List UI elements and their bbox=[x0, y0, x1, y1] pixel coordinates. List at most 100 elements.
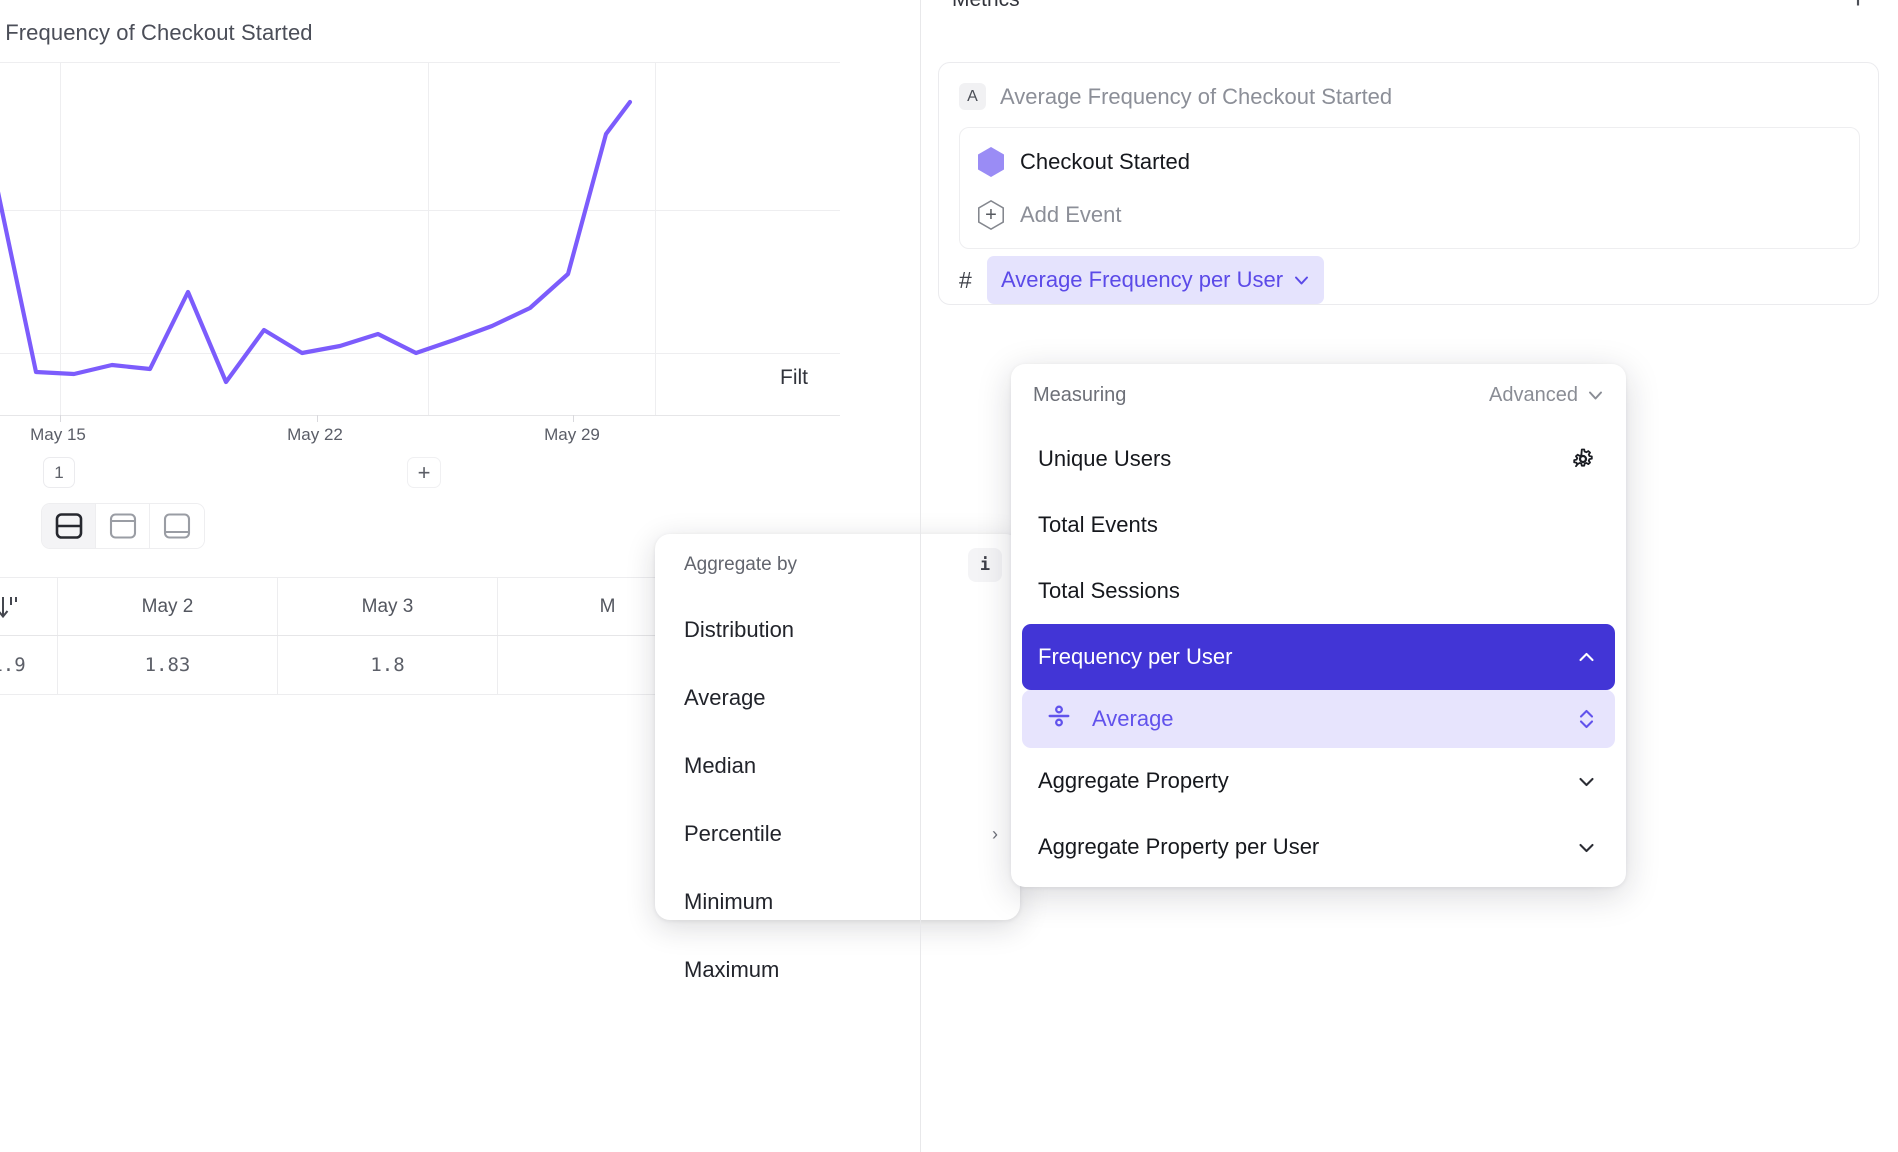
aggregate-item-label: Distribution bbox=[684, 617, 795, 642]
aggregate-item-label: Maximum bbox=[684, 957, 780, 982]
x-axis-label-0: May 15 bbox=[30, 425, 86, 444]
layout-split-bottom-button[interactable] bbox=[150, 504, 204, 548]
metric-name-input[interactable]: Average Frequency of Checkout Started bbox=[1000, 83, 1393, 109]
gear-icon[interactable] bbox=[1570, 446, 1596, 472]
aggregate-item-distribution[interactable]: Distribution bbox=[655, 596, 1020, 664]
gridline-horizontal bbox=[0, 210, 840, 211]
metric-letter-badge: A bbox=[959, 83, 986, 110]
line-series bbox=[0, 99, 633, 385]
event-row-checkout-started[interactable]: Checkout Started bbox=[978, 147, 1190, 177]
measuring-header: Measuring Advanced bbox=[1011, 364, 1626, 426]
metric-card: A Average Frequency of Checkout Started … bbox=[938, 62, 1879, 305]
table-sort-button[interactable] bbox=[0, 578, 58, 635]
chevron-up-icon-svg bbox=[1579, 652, 1594, 661]
table-cell-lead: 1.9 bbox=[0, 636, 58, 694]
measuring-item-total-sessions[interactable]: Total Sessions bbox=[1022, 558, 1615, 624]
x-axis-tick bbox=[317, 415, 318, 422]
info-icon[interactable]: i bbox=[968, 548, 1002, 582]
chevron-down-icon bbox=[1295, 276, 1309, 284]
event-list-box: Checkout Started + Add Event bbox=[959, 127, 1860, 249]
aggregate-by-popup: Aggregate by i Distribution Average Medi… bbox=[655, 534, 1020, 982]
chart-title: age Frequency of Checkout Started bbox=[0, 20, 313, 45]
chevron-down-icon[interactable] bbox=[1577, 772, 1596, 791]
advanced-toggle[interactable]: Advanced bbox=[1489, 384, 1604, 407]
table-cell: 1.83 bbox=[58, 636, 278, 694]
measuring-item-aggregate-property-per-user[interactable]: Aggregate Property per User bbox=[1022, 814, 1615, 880]
table-column-header[interactable]: May 3 bbox=[278, 578, 498, 635]
divide-icon bbox=[1046, 703, 1072, 735]
gridline-vertical bbox=[60, 62, 61, 415]
sort-descending-icon bbox=[0, 596, 17, 618]
gridline-horizontal bbox=[0, 62, 840, 63]
add-chart-button[interactable]: + bbox=[407, 457, 441, 488]
hexagon-filled-icon bbox=[978, 147, 1004, 177]
add-metric-button[interactable]: + bbox=[1845, 0, 1871, 14]
chevron-updown-icon-svg bbox=[1579, 709, 1594, 729]
x-axis-line bbox=[0, 415, 840, 416]
aggregate-item-maximum[interactable]: Maximum bbox=[655, 936, 1020, 1004]
measuring-item-label: Aggregate Property per User bbox=[1038, 834, 1320, 859]
aggregate-item-average[interactable]: Average bbox=[655, 664, 1020, 732]
pane-divider bbox=[920, 0, 921, 1152]
measuring-item-unique-users[interactable]: Unique Users bbox=[1022, 426, 1615, 492]
x-axis-label-1: May 22 bbox=[287, 425, 343, 444]
table-row[interactable]: 1.9 1.83 1.8 bbox=[0, 636, 720, 695]
chart-pane: age Frequency of Checkout Started May 15… bbox=[0, 0, 1020, 1152]
page-number-chip[interactable]: 1 bbox=[43, 457, 75, 488]
filters-section-label: Filt bbox=[780, 366, 808, 389]
measure-selector-label: Average Frequency per User bbox=[1001, 267, 1284, 292]
add-event-row[interactable]: + Add Event bbox=[978, 200, 1122, 230]
measuring-item-total-events[interactable]: Total Events bbox=[1022, 492, 1615, 558]
data-table: May 2 May 3 M 1.9 1.83 1.8 bbox=[0, 577, 720, 695]
measuring-subitem-average[interactable]: Average bbox=[1022, 690, 1615, 748]
chevron-updown-icon[interactable] bbox=[1577, 708, 1596, 730]
aggregate-item-label: Average bbox=[684, 685, 766, 710]
table-cell-value: 1.8 bbox=[370, 654, 405, 676]
table-cell-value: 1.9 bbox=[0, 654, 26, 676]
aggregate-item-percentile[interactable]: Percentile › bbox=[655, 800, 1020, 868]
table-cell-value: 1.83 bbox=[144, 654, 191, 676]
measure-selector-chip[interactable]: Average Frequency per User bbox=[987, 256, 1325, 304]
chevron-down-icon-svg bbox=[1579, 843, 1594, 852]
measuring-item-label: Unique Users bbox=[1038, 446, 1172, 471]
advanced-label: Advanced bbox=[1489, 383, 1578, 406]
aggregate-item-label: Median bbox=[684, 753, 757, 778]
table-top-border bbox=[0, 577, 720, 578]
chevron-down-icon bbox=[1589, 391, 1602, 399]
table-header-row: May 2 May 3 M bbox=[0, 578, 720, 636]
gridline-vertical bbox=[428, 62, 429, 415]
metric-name-row[interactable]: A Average Frequency of Checkout Started bbox=[959, 83, 1392, 110]
measuring-item-label: Frequency per User bbox=[1038, 644, 1233, 669]
measuring-item-aggregate-property[interactable]: Aggregate Property bbox=[1022, 748, 1615, 814]
metrics-section-label: Metrics bbox=[952, 0, 1020, 12]
x-axis-label-2: May 29 bbox=[544, 425, 600, 444]
aggregate-item-median[interactable]: Median bbox=[655, 732, 1020, 800]
add-event-label: Add Event bbox=[1020, 202, 1122, 227]
aggregate-by-header: Aggregate by i bbox=[655, 534, 1020, 596]
chevron-up-icon[interactable] bbox=[1577, 648, 1596, 667]
layout-toggle-group[interactable] bbox=[41, 503, 205, 549]
chevron-down-icon-svg bbox=[1579, 777, 1594, 786]
x-axis-tick bbox=[573, 415, 574, 422]
table-cell: 1.8 bbox=[278, 636, 498, 694]
table-column-label: May 2 bbox=[141, 595, 194, 617]
chevron-right-icon: › bbox=[992, 823, 998, 844]
layout-split-horizontal-button[interactable] bbox=[42, 504, 96, 548]
aggregate-item-label: Minimum bbox=[684, 889, 774, 914]
aggregate-item-minimum[interactable]: Minimum bbox=[655, 868, 1020, 936]
gear-icon-svg bbox=[1573, 448, 1593, 468]
measuring-item-label: Total Events bbox=[1038, 512, 1158, 537]
measuring-dropdown: Measuring Advanced Unique Users Total Ev… bbox=[1011, 364, 1626, 887]
event-label: Checkout Started bbox=[1020, 149, 1190, 174]
aggregate-by-title: Aggregate by bbox=[684, 554, 798, 575]
divide-icon-svg bbox=[1048, 705, 1070, 727]
chevron-down-icon[interactable] bbox=[1577, 838, 1596, 857]
measuring-item-frequency-per-user[interactable]: Frequency per User bbox=[1022, 624, 1615, 690]
aggregate-item-label: Percentile bbox=[684, 821, 782, 846]
table-column-header[interactable]: May 2 bbox=[58, 578, 278, 635]
measuring-item-label: Aggregate Property bbox=[1038, 768, 1229, 793]
table-column-label: M bbox=[599, 595, 616, 617]
split-horizontal-icon bbox=[55, 513, 82, 539]
layout-split-top-button[interactable] bbox=[96, 504, 150, 548]
